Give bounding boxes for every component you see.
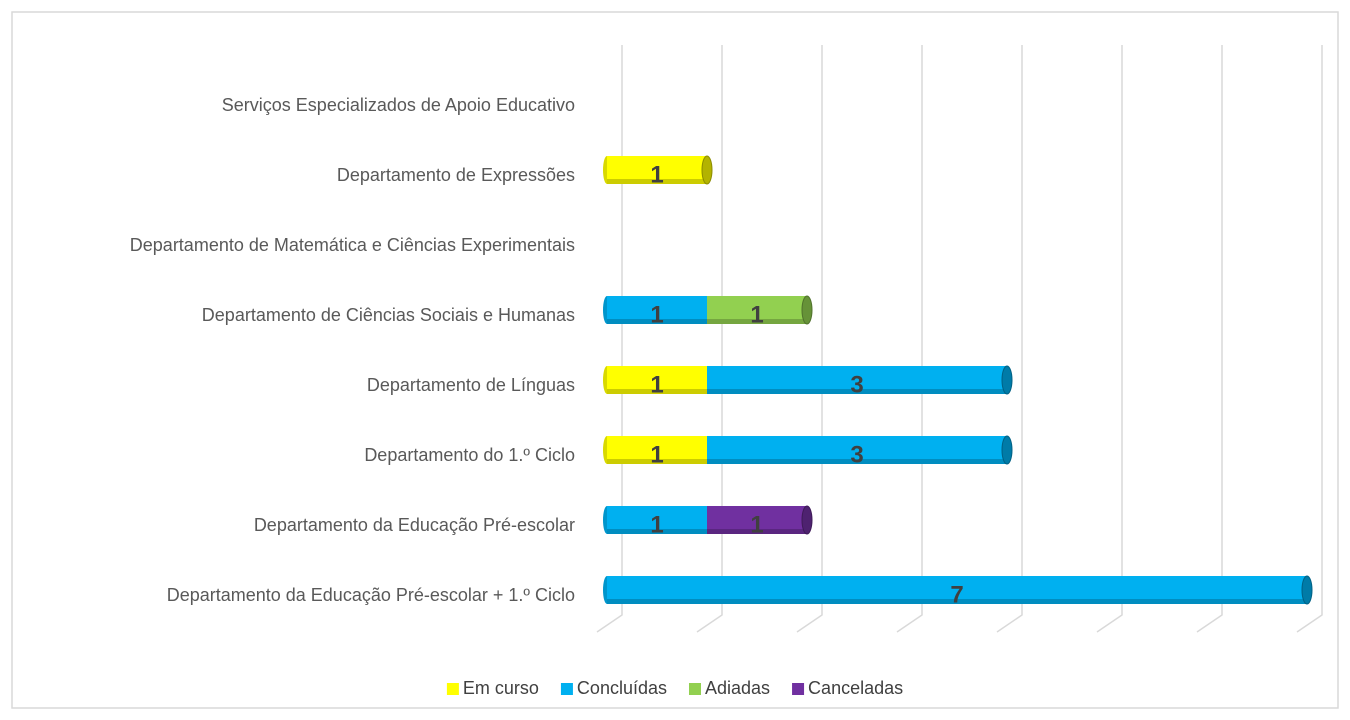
grid-line: [1296, 45, 1323, 633]
legend-swatch: [792, 683, 805, 695]
bar-shine: [707, 389, 1007, 394]
bar-cap: [801, 295, 813, 325]
category-label: Serviços Especializados de Apoio Educati…: [222, 95, 575, 115]
bar-shine: [707, 319, 807, 324]
bar-cap: [801, 505, 813, 535]
data-label: 1: [650, 301, 663, 328]
bar-cap: [701, 155, 713, 185]
legend-swatch: [560, 683, 573, 695]
bar-shine: [607, 319, 707, 324]
legend: Em curso Concluídas Adiadas Canceladas: [446, 678, 903, 698]
bar-shine: [607, 179, 707, 184]
grid-line: [596, 45, 623, 633]
legend-label: Canceladas: [808, 678, 903, 698]
bar-shine: [607, 599, 1307, 604]
bar-shine: [607, 529, 707, 534]
grid-line: [1196, 45, 1223, 633]
legend-swatch: [446, 683, 459, 695]
data-label: 1: [650, 511, 663, 538]
bar-shine: [707, 529, 807, 534]
bar-cap: [1001, 365, 1013, 395]
grid-line: [696, 45, 723, 633]
data-label: 1: [750, 301, 763, 328]
data-label: 1: [650, 441, 663, 468]
category-label: Departamento do 1.º Ciclo: [364, 445, 575, 465]
category-label: Departamento de Expressões: [337, 165, 575, 185]
data-label: 1: [750, 511, 763, 538]
data-label: 3: [850, 371, 863, 398]
category-label: Departamento da Educação Pré-escolar: [254, 515, 575, 535]
data-label: 7: [950, 581, 963, 608]
data-label: 1: [650, 371, 663, 398]
grid-line: [1096, 45, 1123, 633]
grid-line: [996, 45, 1023, 633]
data-label: 3: [850, 441, 863, 468]
bar-cap: [1301, 575, 1313, 605]
grid-line: [796, 45, 823, 633]
legend-swatch: [688, 683, 701, 695]
category-label: Departamento de Matemática e Ciências Ex…: [130, 235, 575, 255]
category-label: Departamento de Línguas: [367, 375, 575, 395]
bar-shine: [707, 459, 1007, 464]
bar-shine: [607, 459, 707, 464]
data-label: 1: [650, 161, 663, 188]
legend-label: Concluídas: [577, 678, 667, 698]
category-label: Departamento da Educação Pré-escolar + 1…: [167, 585, 575, 605]
legend-label: Em curso: [463, 678, 539, 698]
bar-shine: [607, 389, 707, 394]
category-label: Departamento de Ciências Sociais e Human…: [202, 305, 575, 325]
grid-line: [896, 45, 923, 633]
bar-cap: [1001, 435, 1013, 465]
legend-label: Adiadas: [705, 678, 770, 698]
